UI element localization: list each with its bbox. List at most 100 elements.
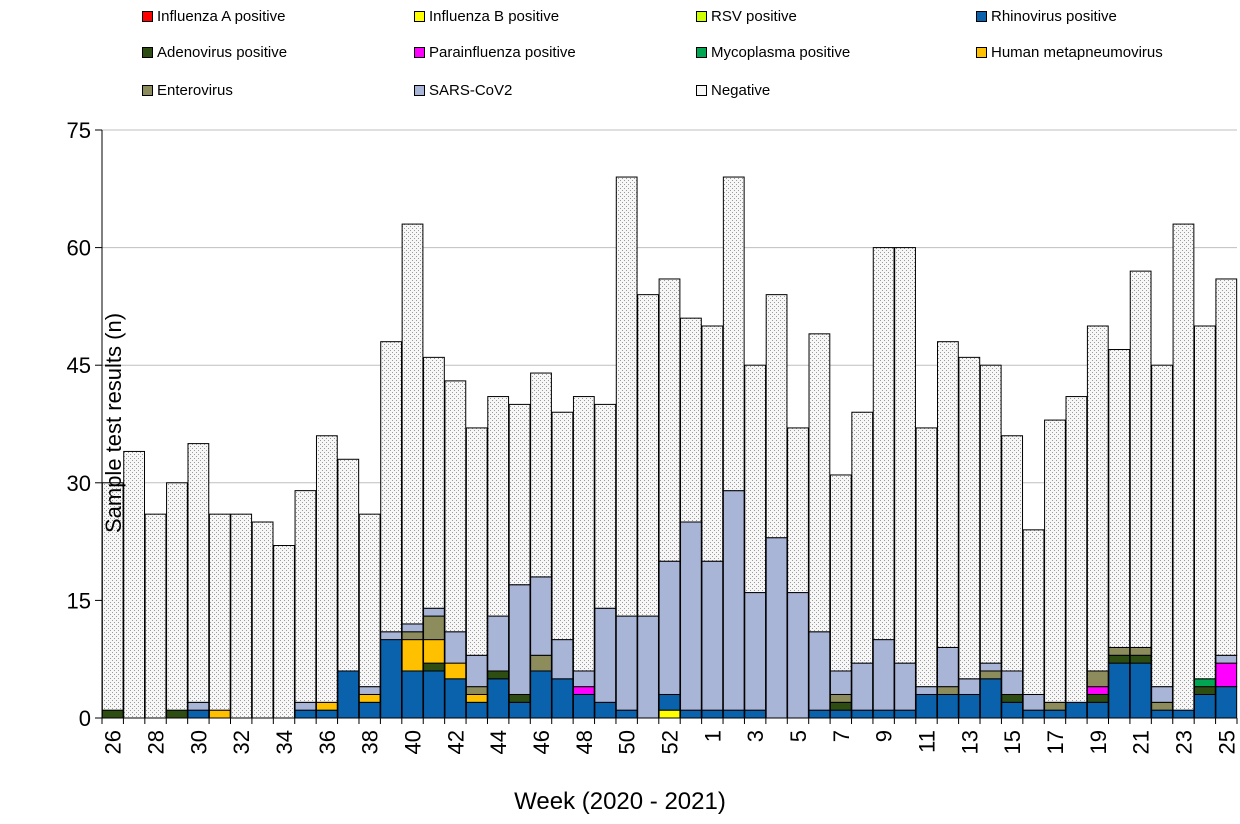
bar-segment — [1215, 686, 1238, 719]
bars-layer — [101, 176, 1238, 719]
x-tick-label: 11 — [914, 730, 939, 753]
bar-segment — [680, 709, 702, 719]
bar-segment — [294, 701, 317, 711]
bar-segment — [530, 576, 552, 656]
legend-swatch — [414, 11, 425, 22]
bar-segment — [1108, 662, 1131, 719]
bar-segment — [594, 607, 617, 703]
legend-swatch — [976, 11, 987, 22]
bar-segment — [1001, 670, 1024, 695]
bar-segment — [1193, 693, 1216, 719]
bar-segment — [979, 670, 1002, 680]
legend-label: Mycoplasma positive — [711, 44, 851, 61]
bar-segment — [615, 615, 638, 711]
bar-segment — [701, 325, 724, 562]
bar-segment — [358, 686, 381, 695]
bar-segment — [1193, 678, 1216, 688]
legend-label: Parainfluenza positive — [429, 44, 576, 61]
x-tick-label: 1 — [700, 730, 725, 742]
bar-segment — [465, 654, 488, 688]
bar-segment — [508, 693, 531, 703]
legend-swatch — [142, 47, 153, 58]
bar-segment — [787, 592, 809, 719]
bar-segment — [872, 639, 895, 711]
bar-segment — [1129, 662, 1152, 719]
bar-segment — [144, 513, 167, 719]
bar-segment — [423, 615, 445, 641]
bar-segment — [894, 709, 916, 719]
legend-item: Mycoplasma positive — [696, 44, 850, 61]
bar-segment — [401, 639, 424, 672]
legend-label: Adenovirus positive — [157, 44, 288, 61]
bar-segment — [487, 615, 510, 672]
legend-item: Human metapneumovirus — [976, 44, 1163, 61]
bar-segment — [937, 693, 959, 719]
bar-segment — [401, 631, 424, 641]
bar-segment — [1151, 709, 1173, 719]
x-tick-label: 42 — [443, 730, 468, 754]
bar-segment — [380, 341, 402, 633]
legend-swatch — [976, 47, 987, 58]
bar-segment — [572, 396, 595, 672]
x-tick-label: 44 — [486, 730, 511, 754]
x-tick-label: 46 — [529, 730, 554, 754]
x-tick-label: 17 — [1043, 730, 1068, 754]
bar-segment — [465, 701, 488, 719]
legend-label: RSV positive — [711, 8, 797, 25]
bar-segment — [701, 709, 724, 719]
bar-segment — [465, 427, 488, 656]
bar-segment — [444, 662, 467, 680]
bar-segment — [1151, 686, 1173, 703]
y-tick-label: 45 — [67, 353, 91, 378]
bar-segment — [722, 490, 745, 711]
bar-segment — [187, 443, 210, 703]
legend-swatch — [696, 85, 707, 96]
bar-segment — [658, 560, 681, 695]
bar-segment — [808, 333, 831, 633]
bar-segment — [358, 693, 381, 703]
bar-segment — [1215, 278, 1238, 656]
bar-segment — [423, 607, 445, 617]
bar-segment — [1001, 435, 1024, 672]
bar-segment — [572, 693, 595, 719]
bar-segment — [958, 678, 981, 695]
bar-segment — [508, 584, 531, 695]
x-tick-label: 30 — [186, 730, 211, 754]
legend-swatch — [142, 85, 153, 96]
bar-segment — [465, 686, 488, 695]
bar-segment — [937, 646, 959, 688]
y-tick-label: 15 — [67, 588, 91, 613]
legend-swatch — [696, 11, 707, 22]
bar-segment — [423, 356, 445, 609]
x-tick-label: 5 — [786, 730, 811, 742]
bar-segment — [508, 701, 531, 719]
bar-segment — [937, 686, 959, 695]
bar-segment — [958, 693, 981, 719]
bar-segment — [358, 701, 381, 719]
bar-segment — [465, 693, 488, 703]
bar-segment — [315, 435, 338, 703]
bar-segment — [658, 693, 681, 711]
legend-swatch — [414, 85, 425, 96]
bar-segment — [637, 294, 659, 617]
bar-segment — [1151, 701, 1173, 711]
bar-segment — [401, 223, 424, 625]
bar-segment — [915, 686, 938, 695]
bar-segment — [1086, 670, 1109, 688]
bar-segment — [1108, 646, 1131, 656]
bar-segment — [615, 176, 638, 617]
bar-segment — [594, 701, 617, 719]
bar-segment — [572, 686, 595, 695]
bar-segment — [444, 631, 467, 664]
bar-segment — [1215, 662, 1238, 688]
bar-segment — [1022, 693, 1045, 711]
bar-segment — [401, 623, 424, 633]
bar-segment — [337, 458, 360, 672]
bar-segment — [808, 631, 831, 711]
legend-label: Negative — [711, 82, 771, 99]
bar-segment — [722, 709, 745, 719]
bar-segment — [829, 670, 852, 695]
bar-segment — [551, 678, 574, 719]
bar-segment — [1086, 686, 1109, 695]
bar-segment — [851, 662, 874, 711]
